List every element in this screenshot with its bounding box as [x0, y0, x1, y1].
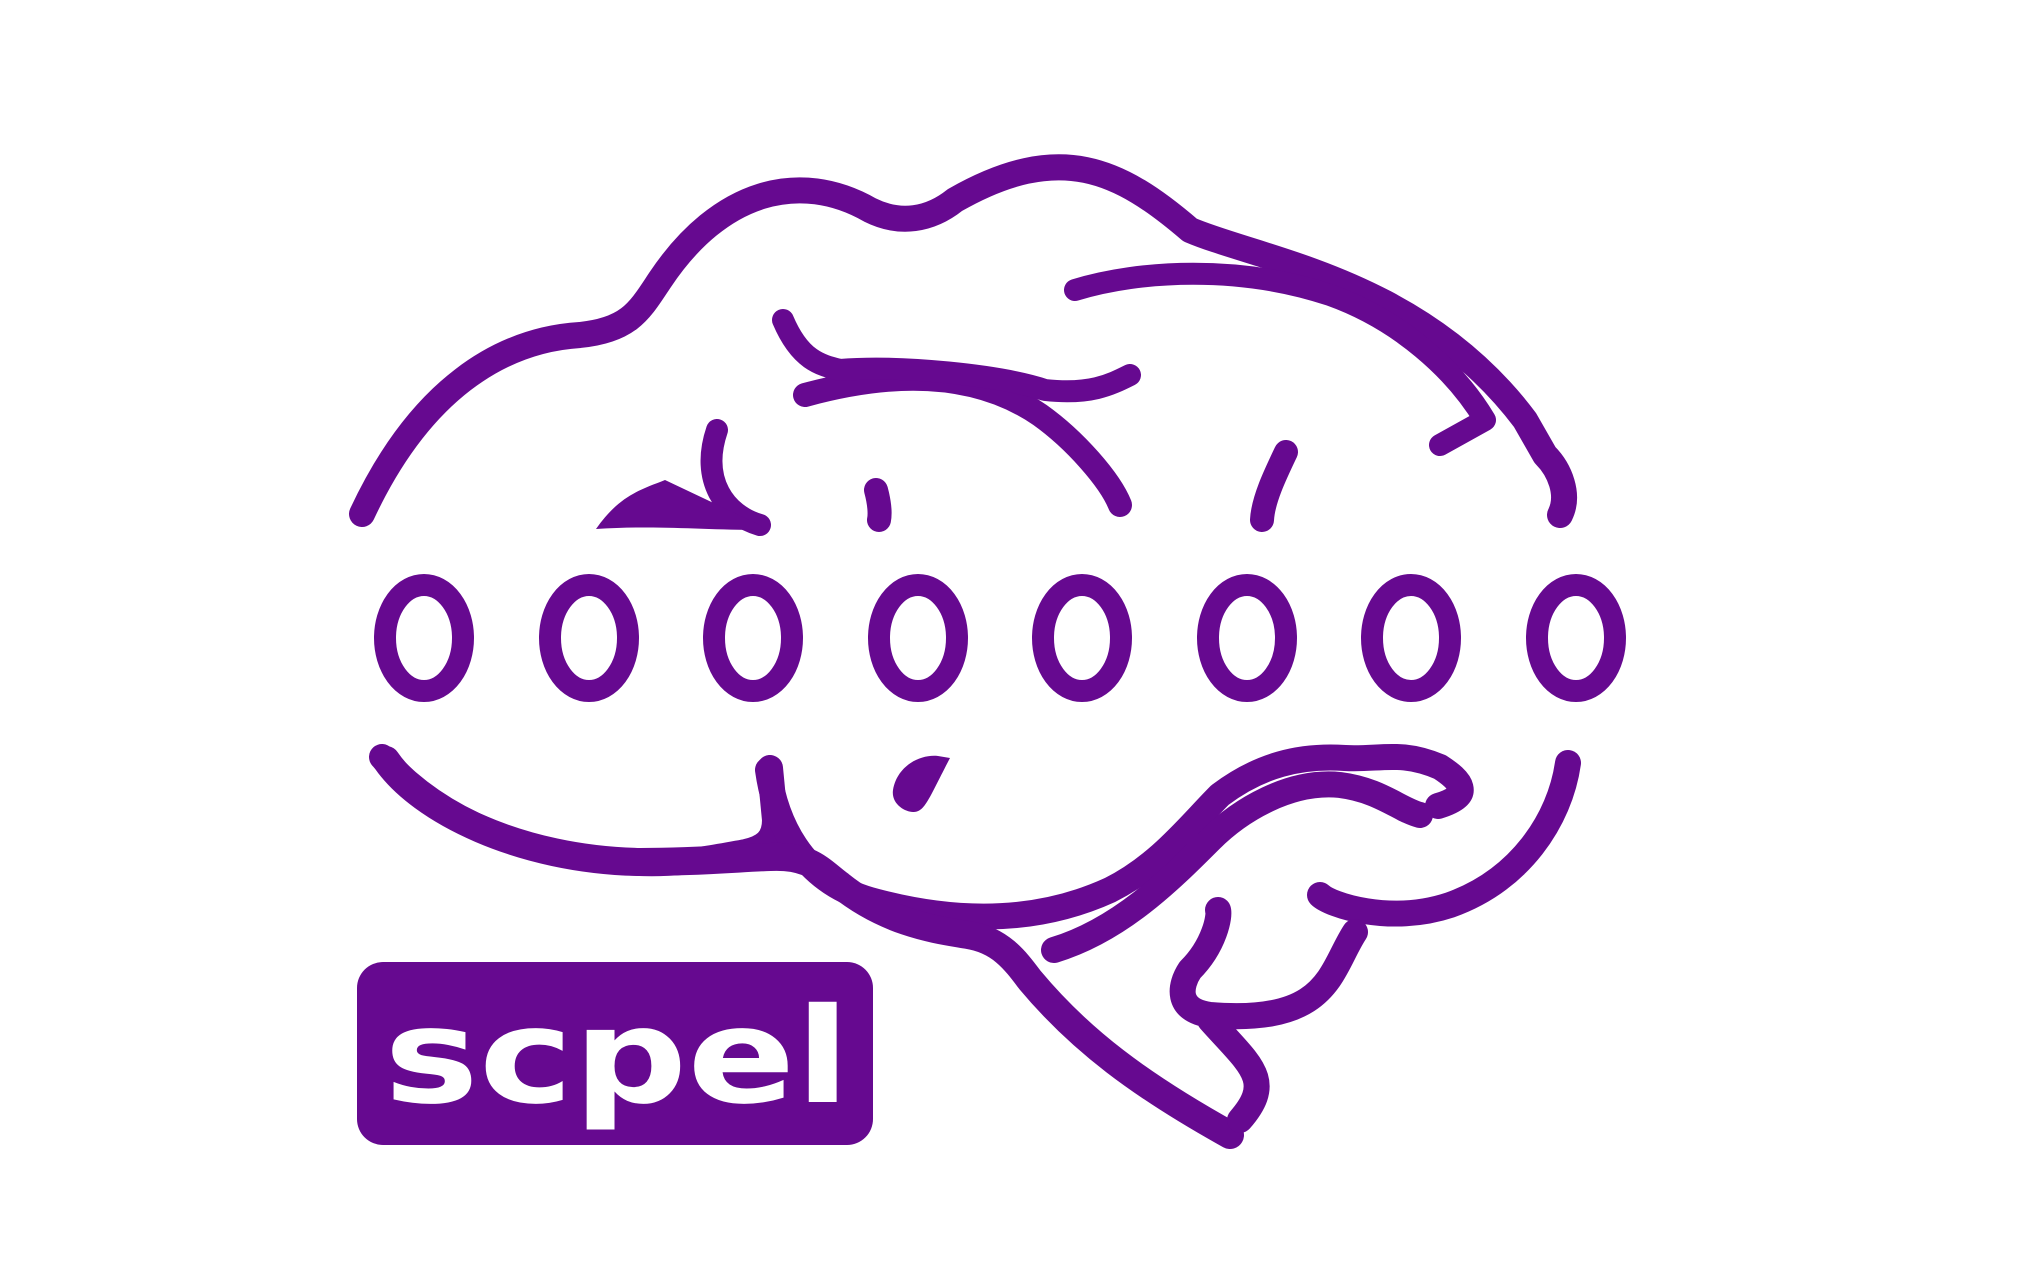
- brand-badge: scpel: [357, 962, 873, 1145]
- brain-stroke-right: [1250, 440, 1298, 532]
- brain-stroke-small: [864, 478, 892, 532]
- digits-row: [374, 574, 1626, 702]
- water-drop: [892, 755, 950, 812]
- digit-zero-4: [868, 574, 968, 702]
- digit-zero-8: [1526, 574, 1626, 702]
- brain-outer-contour: [349, 154, 1577, 528]
- digit-zero-6: [1197, 574, 1297, 702]
- brain-fold-lower: [772, 309, 1141, 403]
- hand-wrist: [372, 746, 1244, 1149]
- digit-zero-7: [1361, 574, 1461, 702]
- brain-base-fill: [596, 480, 765, 530]
- digit-zero-2: [539, 574, 639, 702]
- digit-zero-3: [703, 574, 803, 702]
- hand-fingertip-curl: [1169, 897, 1368, 1133]
- digit-zero-5: [1032, 574, 1132, 702]
- badge-wordmark: scpel: [384, 980, 850, 1134]
- hand-fingertip-right: [1307, 750, 1581, 927]
- brain-fold-right: [1064, 262, 1496, 456]
- digit-zero-1: [374, 574, 474, 702]
- brain-icon: [349, 154, 1577, 536]
- hand-icon: [369, 743, 1581, 1149]
- brain-fold-upper: [793, 366, 1132, 517]
- hand-finger: [1041, 771, 1433, 963]
- badge-background: [357, 962, 873, 1145]
